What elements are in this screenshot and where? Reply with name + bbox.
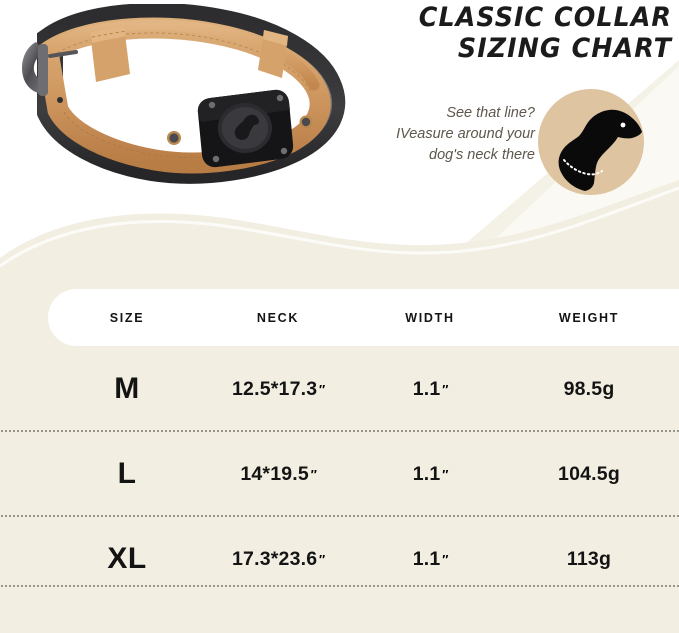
- cell-weight: 104.5g: [558, 462, 620, 485]
- table-header-row: SIZE NECK WIDTH WEIGHT: [0, 289, 679, 365]
- dog-head-emblem-icon: [234, 114, 259, 140]
- metal-buckle-icon: [22, 42, 78, 103]
- column-header-weight: WEIGHT: [558, 310, 620, 325]
- title-line-2: SIZING CHART: [457, 33, 672, 64]
- title-line-1: CLASSIC COLLAR: [418, 2, 672, 33]
- column-header-size: SIZE: [109, 310, 145, 325]
- cell-width: 1.1 ″: [412, 377, 448, 400]
- callout-line-3: dog's neck there: [429, 147, 535, 163]
- inch-mark: ″: [318, 551, 325, 567]
- table-row: L 14*19.5 ″ 1.1 ″ 104.5g: [0, 436, 679, 512]
- table-row: XL 17.3*23.6 ″ 1.1 ″ 113g: [0, 521, 679, 597]
- wave-divider: [0, 180, 679, 310]
- cell-neck: 14*19.5 ″: [240, 462, 316, 485]
- column-header-neck: NECK: [256, 310, 300, 325]
- collar-rivets: [167, 115, 313, 145]
- cell-size: XL: [107, 542, 147, 575]
- collar-band-highlight: [44, 19, 320, 91]
- cell-neck: 12.5*17.3 ″: [231, 377, 325, 400]
- airtag-holder: [197, 89, 294, 168]
- row-divider: [0, 515, 679, 517]
- inch-mark: ″: [318, 381, 325, 397]
- cell-width: 1.1 ″: [412, 462, 448, 485]
- sizing-table: SIZE NECK WIDTH WEIGHT M 12.5*17.3 ″ 1.1 ″: [0, 278, 679, 633]
- cell-weight: 98.5g: [563, 377, 615, 400]
- page-title: CLASSIC COLLAR SIZING CHART: [300, 2, 672, 64]
- inch-mark: ″: [309, 466, 316, 482]
- cell-size: L: [117, 457, 137, 490]
- neck-measure-dotted-line: [563, 159, 603, 176]
- collar-product-image: [22, 4, 346, 184]
- collar-stitching-bottom: [63, 111, 287, 159]
- callout-line-1: See that line?: [446, 105, 535, 121]
- inch-mark: ″: [441, 381, 448, 397]
- measure-callout: See that line? IVeasure around your dog'…: [355, 103, 535, 166]
- column-header-width: WIDTH: [405, 310, 455, 325]
- collar-keeper-loop-right: [258, 30, 288, 78]
- cell-weight: 113g: [566, 547, 612, 570]
- collar-stitching-top: [51, 32, 312, 93]
- row-divider: [0, 430, 679, 432]
- cell-size: M: [114, 372, 140, 405]
- cell-width: 1.1 ″: [412, 547, 448, 570]
- table-row: M 12.5*17.3 ″ 1.1 ″ 98.5g: [0, 351, 679, 427]
- callout-line-2: IVeasure around your: [396, 126, 535, 142]
- inch-mark: ″: [441, 551, 448, 567]
- table-header-band: [48, 289, 679, 346]
- collar-keeper-loop-left: [90, 26, 130, 82]
- inch-mark: ″: [441, 466, 448, 482]
- row-divider: [0, 585, 679, 587]
- dog-head-silhouette-icon: [538, 89, 644, 195]
- cell-neck: 17.3*23.6 ″: [231, 547, 325, 570]
